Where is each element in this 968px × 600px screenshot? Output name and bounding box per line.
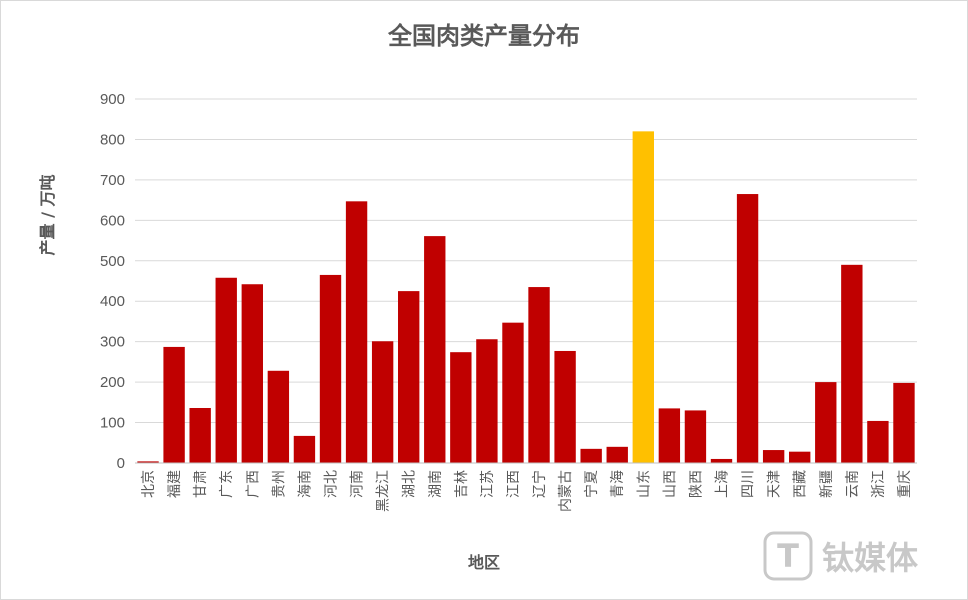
bar-广西 <box>241 284 263 463</box>
bar-云南 <box>841 264 863 463</box>
x-category-label: 重庆 <box>897 470 913 498</box>
x-category-label: 河北 <box>324 470 340 498</box>
x-category-label: 北京 <box>141 470 157 498</box>
x-category-label: 河南 <box>350 470 366 498</box>
x-category-label: 广东 <box>219 470 235 498</box>
watermark-text: 钛媒体 <box>822 539 918 577</box>
x-category-label: 陕西 <box>688 470 704 498</box>
bar-河南 <box>345 201 368 463</box>
x-category-label: 吉林 <box>454 470 470 498</box>
bar-福建 <box>163 346 185 463</box>
bar-广东 <box>215 277 237 463</box>
x-category-label: 甘肃 <box>193 470 209 498</box>
y-tick-label: 800 <box>100 131 125 148</box>
x-category-label: 贵州 <box>271 470 287 498</box>
watermark: T 钛媒体 <box>763 531 918 581</box>
x-category-label: 湖南 <box>428 470 444 498</box>
bar-海南 <box>293 435 316 463</box>
bar-甘肃 <box>189 407 211 463</box>
y-axis-title: 产量 / 万吨 <box>38 175 57 256</box>
bar-北京 <box>137 461 159 463</box>
y-tick-label: 300 <box>100 334 125 351</box>
bar-江西 <box>502 322 524 463</box>
bar-湖南 <box>424 236 446 463</box>
bar-重庆 <box>893 382 915 463</box>
bar-新疆 <box>815 382 837 463</box>
y-tick-label: 0 <box>117 455 125 472</box>
y-tick-label: 400 <box>100 293 125 310</box>
watermark-logo-glyph: T <box>777 537 799 575</box>
x-category-label: 内蒙古 <box>558 470 574 512</box>
bar-江苏 <box>476 339 498 463</box>
y-tick-label: 200 <box>100 374 125 391</box>
watermark-logo-icon <box>763 531 813 581</box>
y-axis-ticks: 0 100 200 300 400 500 600 700 800 900 <box>100 91 125 472</box>
bar-上海 <box>710 458 733 463</box>
bar-河北 <box>319 274 342 463</box>
y-tick-label: 100 <box>100 415 125 432</box>
bar-西藏 <box>789 451 811 463</box>
x-category-label: 云南 <box>845 470 861 498</box>
x-category-label: 天津 <box>767 470 783 498</box>
bar-辽宁 <box>528 287 550 463</box>
bar-黑龙江 <box>371 341 394 463</box>
x-axis-title: 地区 <box>468 553 500 572</box>
x-category-label: 宁夏 <box>583 470 600 498</box>
bar-山西 <box>658 408 681 463</box>
bar-山东 <box>632 131 654 463</box>
x-category-label: 福建 <box>167 470 183 498</box>
x-category-label: 上海 <box>715 470 731 498</box>
chart-title: 全国肉类产量分布 <box>387 22 580 50</box>
x-category-label: 新疆 <box>819 470 835 498</box>
x-category-label: 湖北 <box>402 470 418 498</box>
x-category-label: 浙江 <box>871 470 887 498</box>
x-category-label: 青海 <box>610 470 626 498</box>
x-category-label: 山西 <box>662 470 678 498</box>
bar-贵州 <box>267 370 290 463</box>
bar-吉林 <box>450 352 472 463</box>
x-category-label: 广西 <box>245 470 261 498</box>
bar-内蒙古 <box>554 350 576 463</box>
bar-陕西 <box>684 410 707 463</box>
bar-天津 <box>762 450 785 463</box>
x-category-label: 江西 <box>506 470 522 498</box>
y-tick-label: 700 <box>100 172 125 189</box>
bar-浙江 <box>867 420 889 463</box>
x-category-label: 江苏 <box>480 470 496 498</box>
bars <box>135 131 917 464</box>
bar-青海 <box>606 446 628 463</box>
x-category-label: 西藏 <box>793 470 809 498</box>
x-category-label: 辽宁 <box>531 470 548 498</box>
y-tick-label: 500 <box>100 253 125 270</box>
x-category-label: 山东 <box>636 470 652 498</box>
y-tick-label: 900 <box>100 91 125 108</box>
x-axis-categories: 北京 福建 甘肃 广东 广西 贵州 海南 河北 河南 黑龙江 湖北 湖南 吉林 江苏 江西 辽宁 内蒙古 宁夏 青海… <box>141 470 913 512</box>
bar-湖北 <box>398 291 420 463</box>
x-category-label: 四川 <box>741 470 757 498</box>
x-category-label: 黑龙江 <box>376 470 392 512</box>
bar-四川 <box>736 194 759 464</box>
y-tick-label: 600 <box>100 212 125 229</box>
x-category-label: 海南 <box>297 470 313 498</box>
bar-宁夏 <box>580 448 602 463</box>
